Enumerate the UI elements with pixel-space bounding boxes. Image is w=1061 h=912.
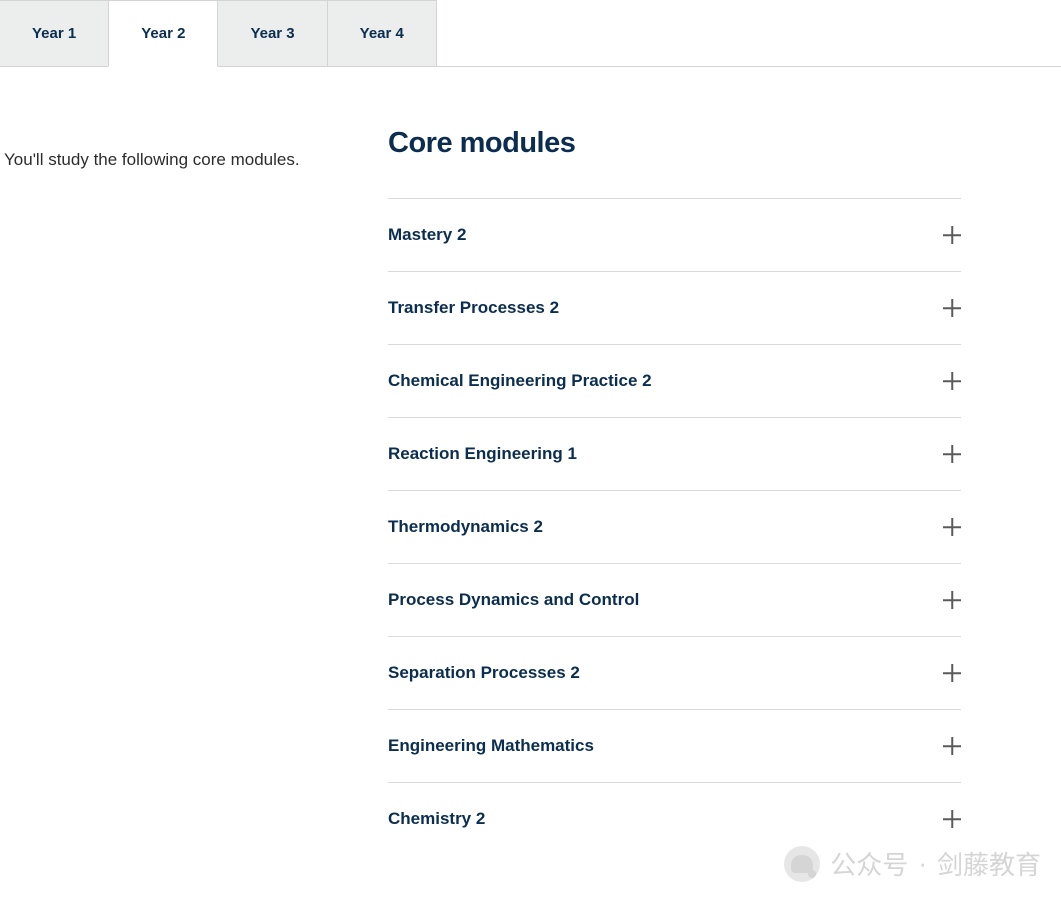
module-item[interactable]: Transfer Processes 2: [388, 271, 961, 344]
expand-icon: [943, 299, 961, 317]
module-item[interactable]: Chemistry 2: [388, 782, 961, 855]
module-item[interactable]: Mastery 2: [388, 198, 961, 271]
module-title: Separation Processes 2: [388, 663, 580, 683]
module-item[interactable]: Thermodynamics 2: [388, 490, 961, 563]
tab-year-1[interactable]: Year 1: [0, 0, 109, 66]
expand-icon: [943, 664, 961, 682]
intro-column: You'll study the following core modules.: [4, 127, 388, 855]
content-area: You'll study the following core modules.…: [0, 67, 1061, 855]
expand-icon: [943, 518, 961, 536]
module-item[interactable]: Chemical Engineering Practice 2: [388, 344, 961, 417]
module-title: Mastery 2: [388, 225, 466, 245]
expand-icon: [943, 226, 961, 244]
module-item[interactable]: Process Dynamics and Control: [388, 563, 961, 636]
module-title: Thermodynamics 2: [388, 517, 543, 537]
tab-year-4[interactable]: Year 4: [327, 0, 437, 66]
expand-icon: [943, 591, 961, 609]
tabs-container: Year 1 Year 2 Year 3 Year 4: [0, 0, 1061, 67]
module-title: Reaction Engineering 1: [388, 444, 577, 464]
modules-column: Core modules Mastery 2 Transfer Processe…: [388, 127, 1061, 855]
intro-text: You'll study the following core modules.: [4, 147, 388, 173]
tab-year-2[interactable]: Year 2: [108, 0, 218, 67]
module-item[interactable]: Reaction Engineering 1: [388, 417, 961, 490]
module-title: Engineering Mathematics: [388, 736, 594, 756]
module-title: Process Dynamics and Control: [388, 590, 639, 610]
tab-year-3[interactable]: Year 3: [217, 0, 327, 66]
module-item[interactable]: Separation Processes 2: [388, 636, 961, 709]
module-title: Chemical Engineering Practice 2: [388, 371, 652, 391]
module-item[interactable]: Engineering Mathematics: [388, 709, 961, 782]
expand-icon: [943, 737, 961, 755]
module-title: Transfer Processes 2: [388, 298, 559, 318]
expand-icon: [943, 445, 961, 463]
expand-icon: [943, 372, 961, 390]
expand-icon: [943, 810, 961, 828]
modules-heading: Core modules: [388, 127, 961, 160]
modules-list: Mastery 2 Transfer Processes 2 Chemical …: [388, 198, 961, 855]
module-title: Chemistry 2: [388, 809, 485, 829]
